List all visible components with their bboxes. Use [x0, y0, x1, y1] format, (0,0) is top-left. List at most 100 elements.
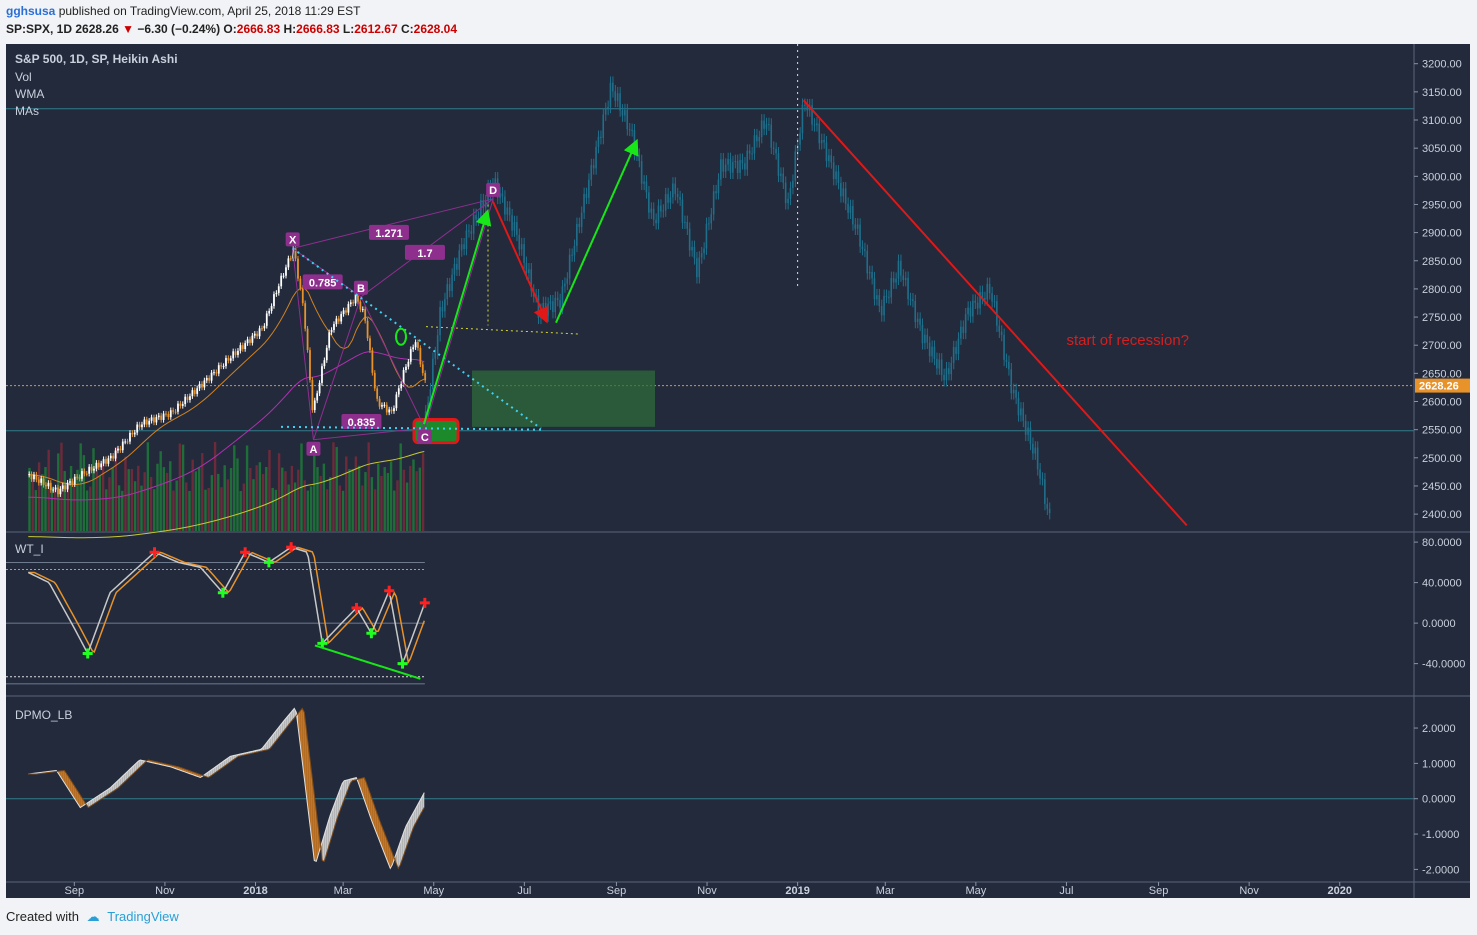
projection-bar-body [789, 187, 792, 199]
projection-bar-body [753, 135, 756, 154]
projection-bar-body [931, 346, 933, 357]
dpmo-fill-segment [342, 780, 345, 805]
time-axis-label: Mar [334, 885, 353, 897]
volume-bar [181, 444, 185, 531]
volume-bar [332, 442, 335, 531]
candle-body [340, 314, 343, 322]
projection-bar-body [933, 346, 936, 359]
candle-body [304, 303, 307, 329]
candle-body [371, 350, 374, 373]
up-arrow-1 [423, 209, 492, 425]
candle-body [345, 310, 347, 313]
volume-bar [127, 469, 130, 531]
legend-vol[interactable]: Vol [15, 70, 32, 84]
dpmo-fill-segment [346, 779, 349, 794]
dpmo-fill-segment [328, 815, 331, 849]
volume-bar [345, 456, 348, 531]
volume-bar [293, 482, 297, 531]
projection-bar-body [820, 140, 823, 144]
candle-body [124, 441, 127, 443]
legend-mas[interactable]: MAs [15, 104, 39, 118]
dpmo-fill-segment [380, 822, 383, 848]
projection-bar-body [849, 206, 852, 213]
projection-bar-body [626, 110, 629, 130]
volume-bar [351, 469, 354, 531]
current-price-label: 2628.26 [1419, 381, 1459, 393]
wt-signal-line [28, 546, 425, 665]
projection-bar-body [705, 223, 708, 249]
publisher-username[interactable]: gghsusa [6, 4, 56, 18]
volume-bar [252, 479, 255, 531]
volume-bar [380, 475, 383, 531]
projection-bar-body [787, 198, 789, 204]
chart-svg[interactable]: 2400.00 2450.00 2500.00 2550.00 2600.00 2650.… [6, 44, 1470, 898]
projection-bar-body [655, 219, 657, 224]
volume-bar [377, 463, 380, 531]
volume-bar [92, 448, 95, 531]
dpmo-fill-segment [404, 825, 407, 854]
dpmo-fill-segment [268, 738, 271, 750]
time-axis-label: Nov [155, 885, 175, 897]
candle-body [167, 413, 170, 418]
candle-body [352, 302, 355, 304]
volume-bar [111, 467, 114, 531]
dpmo-fill-segment [384, 832, 387, 859]
projection-bar-body [1032, 443, 1034, 454]
low-value: 2612.67 [354, 22, 398, 36]
projection-bar-body [1003, 334, 1005, 360]
candle-body [210, 372, 213, 381]
volume-bar [245, 445, 249, 531]
wt-cross-marker [320, 638, 324, 649]
dpmo-fill-segment [288, 713, 291, 726]
projection-bar-body [432, 358, 434, 390]
candle-body [47, 482, 50, 487]
dpmo-fill-segment [292, 708, 295, 721]
projection-bar-body [732, 162, 734, 173]
projection-bar-body [907, 277, 909, 300]
projection-bar-body [703, 248, 705, 254]
projection-bar-body [609, 82, 612, 107]
dpmo-fill-segment [398, 841, 401, 869]
projection-bar-body [794, 151, 797, 181]
dpmo-fill-segment [126, 770, 129, 781]
projection-bar-body [643, 181, 645, 184]
candle-body [253, 333, 256, 336]
projection-bar-body [796, 144, 799, 152]
wt-axis-tick-label: 0.0000 [1422, 618, 1456, 630]
candle-body [385, 404, 388, 413]
dpmo-fill-segment [304, 712, 307, 795]
volume-bar [217, 473, 220, 531]
volume-bar [188, 490, 191, 531]
candle-body [52, 489, 55, 491]
candle-body [359, 301, 362, 310]
dpmo-fill-segment [124, 772, 127, 783]
projection-bar-body [782, 173, 785, 183]
recession-trendline [802, 99, 1188, 527]
volume-bar [239, 490, 242, 531]
dpmo-fill-segment [224, 759, 227, 767]
candle-body [117, 448, 119, 451]
projection-bar-body [921, 324, 924, 344]
dpmo-axis-tick-label: 0.0000 [1422, 794, 1456, 806]
volume-bar [207, 488, 210, 531]
projection-bar-body [460, 244, 463, 251]
projection-bar-body [804, 104, 806, 106]
projection-bar-body [998, 325, 1001, 332]
projection-bar-body [775, 148, 777, 154]
tradingview-link[interactable]: TradingView [107, 909, 179, 924]
candle-body [244, 343, 247, 350]
candle-body [141, 424, 143, 428]
projection-bar-body [568, 254, 571, 279]
projection-bar-body [1005, 359, 1008, 362]
volume-bar [226, 479, 230, 531]
tradingview-cloud-icon[interactable]: ☁ [86, 909, 100, 924]
candle-body [277, 286, 280, 293]
legend-wma[interactable]: WMA [15, 87, 45, 101]
candle-body [268, 311, 271, 314]
projection-bar-body [518, 234, 521, 250]
volume-bar [41, 474, 44, 531]
chart-area[interactable]: 2400.00 2450.00 2500.00 2550.00 2600.00 2650.… [6, 44, 1470, 898]
candle-body [294, 248, 297, 259]
projection-bar-body [604, 108, 607, 115]
candle-body [311, 379, 314, 411]
